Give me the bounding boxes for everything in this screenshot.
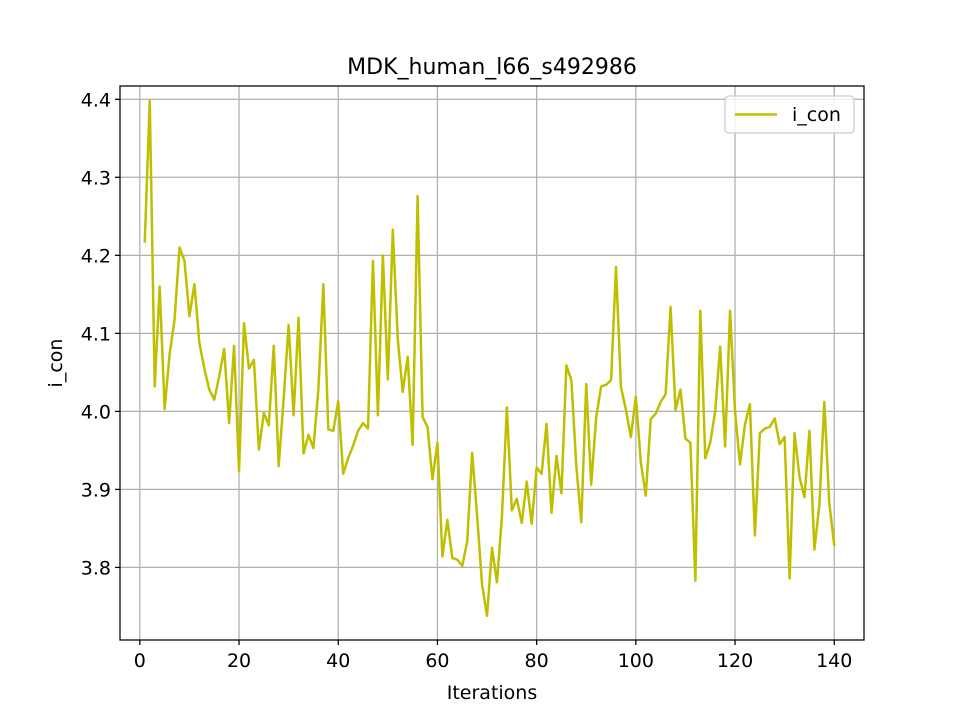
y-axis-ticks: 3.8 3.9 4.0 4.1 4.2 4.3 4.4: [81, 89, 120, 579]
grid-lines: [120, 86, 864, 640]
x-tick-label: 0: [134, 650, 146, 672]
x-tick-label: 120: [717, 650, 753, 672]
y-tick-label: 4.3: [81, 167, 111, 189]
y-tick-label: 4.1: [81, 323, 111, 345]
x-tick-label: 20: [227, 650, 251, 672]
x-tick-label: 140: [816, 650, 852, 672]
series-group: [143, 99, 836, 618]
legend: i_con: [724, 95, 855, 134]
x-tick-label: 60: [425, 650, 449, 672]
series-line-i-con: [143, 99, 836, 618]
legend-box: [724, 95, 855, 134]
y-tick-label: 3.8: [81, 557, 111, 579]
chart-title: MDK_human_l66_s492986: [347, 55, 637, 80]
y-tick-label: 4.0: [81, 401, 111, 423]
y-axis-label: i_con: [45, 339, 67, 388]
x-tick-label: 100: [618, 650, 654, 672]
x-axis-ticks: 0 20 40 60 80 100 120 140: [134, 640, 852, 672]
plot-frame: [119, 85, 865, 641]
y-tick-label: 3.9: [81, 479, 111, 501]
y-tick-label: 4.2: [81, 245, 111, 267]
y-tick-label: 4.4: [81, 89, 111, 111]
x-axis-label: Iterations: [447, 682, 538, 704]
legend-label-i-con: i_con: [792, 104, 841, 126]
x-tick-label: 40: [326, 650, 350, 672]
x-tick-label: 80: [525, 650, 549, 672]
